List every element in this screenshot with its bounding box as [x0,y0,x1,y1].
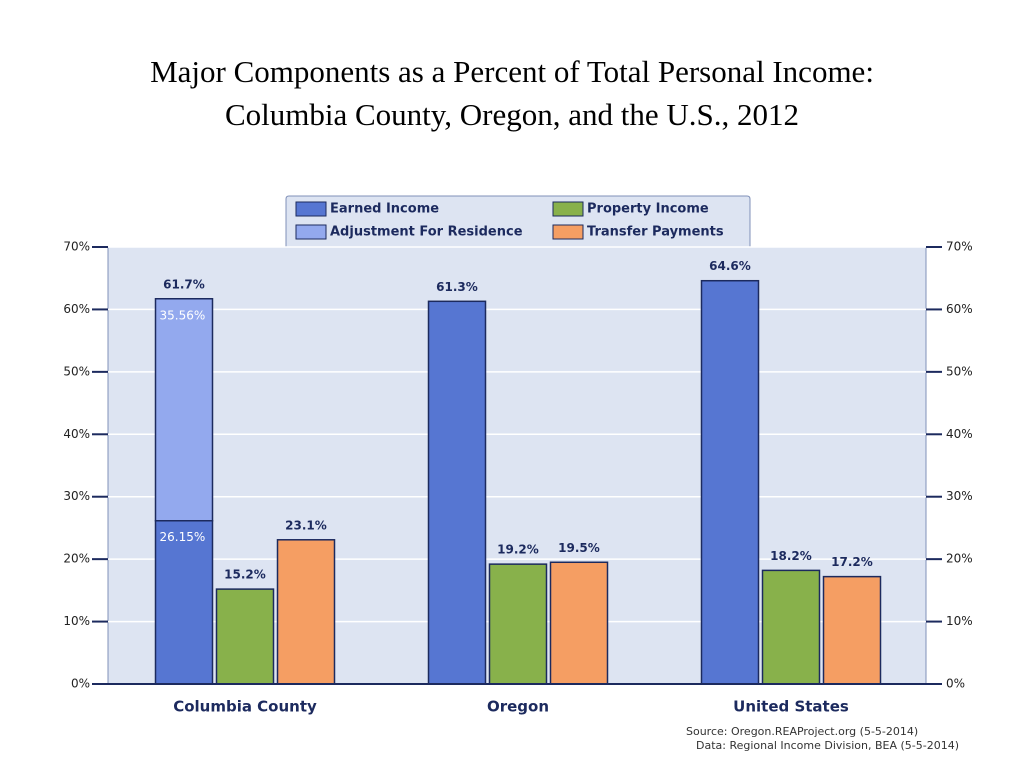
bar [822,575,882,685]
y-tick-label: 30% [63,489,90,503]
y-tick-label: 60% [946,302,973,316]
y-tick-label: 10% [63,614,90,628]
y-tick-label: 0% [71,677,90,691]
x-tick-label: Columbia County [173,698,317,716]
y-tick-label: 40% [946,427,973,441]
y-tick-label: 70% [946,240,973,254]
x-tick-label: Oregon [487,698,549,716]
y-tick-label: 0% [946,677,965,691]
value-label: 61.3% [436,280,478,294]
bar [700,279,760,685]
bar [549,561,609,685]
bar [276,539,336,685]
chart-title: Columbia County, Oregon, and the U.S., 2… [225,97,799,132]
y-tick-label: 50% [63,364,90,378]
legend-label: Transfer Payments [587,225,724,240]
legend-swatch [295,201,327,217]
legend-label: Adjustment For Residence [330,225,523,240]
value-label: 18.2% [770,549,812,563]
total-label: 61.7% [163,277,205,291]
value-label: 17.2% [831,555,873,569]
legend-label: Property Income [587,202,709,217]
bar [427,300,487,685]
value-label: 26.15% [160,530,206,544]
bar [154,519,214,685]
x-tick-label: United States [733,698,849,716]
value-label: 19.2% [497,543,539,557]
y-tick-label: 60% [63,302,90,316]
legend-label: Earned Income [330,202,439,217]
value-label: 64.6% [709,259,751,273]
legend-swatch [552,224,584,240]
legend-swatch [295,224,327,240]
value-label: 15.2% [224,568,266,582]
y-tick-label: 20% [63,552,90,566]
y-tick-label: 50% [946,364,973,378]
y-tick-label: 10% [946,614,973,628]
bar [488,563,548,685]
source: Data: Regional Income Division, BEA (5-5… [696,739,959,752]
value-label: 35.56% [160,308,206,322]
y-tick-label: 40% [63,427,90,441]
legend-swatch [552,201,584,217]
y-tick-label: 20% [946,552,973,566]
y-tick-label: 30% [946,489,973,503]
source: Source: Oregon.REAProject.org (5-5-2014) [686,725,918,738]
bar [215,588,275,685]
chart-title: Major Components as a Percent of Total P… [150,54,874,89]
y-tick-label: 70% [63,240,90,254]
value-label: 23.1% [285,518,327,532]
bar [761,569,821,685]
bar [154,298,214,522]
value-label: 19.5% [558,541,600,555]
